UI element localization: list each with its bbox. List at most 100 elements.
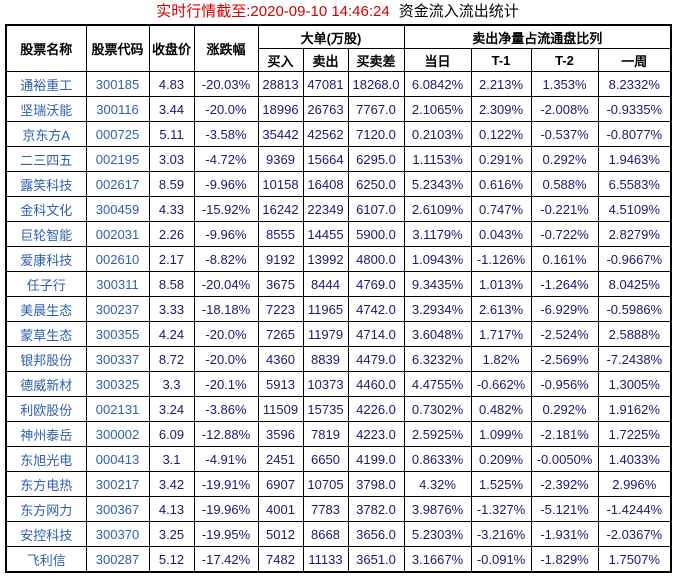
header-change-pct: 涨跌幅: [193, 24, 259, 72]
header-buy-sell-diff: 买卖差: [347, 48, 405, 72]
cell-day: 4.32%: [403, 471, 472, 497]
cell-change-pct: -15.92%: [193, 196, 259, 222]
cell-sell: 7819: [302, 421, 349, 447]
cell-week: 8.2332%: [597, 71, 672, 97]
cell-change-pct: -20.04%: [193, 271, 259, 297]
cell-stock-name: 任子行: [5, 271, 87, 297]
cell-stock-code: 300355: [85, 321, 150, 347]
header-row-groups: 股票名称 股票代码 收盘价 涨跌幅 大单(万股) 卖出净量占流通盘比列: [5, 24, 672, 72]
cell-week: 1.9162%: [597, 396, 672, 422]
cell-change-pct: -3.86%: [193, 396, 259, 422]
cell-buy: 7265: [257, 321, 304, 347]
cell-buy: 35442: [257, 121, 304, 147]
cell-buy-sell-diff: 7767.0: [347, 96, 405, 122]
page-title: 实时行情截至:2020-09-10 14:46:24 资金流入流出统计: [0, 0, 675, 24]
cell-buy: 3675: [257, 271, 304, 297]
cell-t2: -5.121%: [530, 496, 599, 522]
cell-buy-sell-diff: 6295.0: [347, 146, 405, 172]
cell-buy: 4001: [257, 496, 304, 522]
cell-day: 0.2103%: [403, 121, 472, 147]
cell-close-price: 2.17: [148, 246, 195, 272]
cell-change-pct: -20.0%: [193, 96, 259, 122]
cell-change-pct: -9.96%: [193, 221, 259, 247]
cell-stock-name: 利欧股份: [5, 396, 87, 422]
table-row: 东旭光电 000413 3.1 -4.91% 2451 6650 4199.0 0.8633%…: [5, 446, 672, 472]
cell-change-pct: -17.42%: [193, 546, 259, 573]
cell-sell: 11965: [302, 296, 349, 322]
table-row: 巨轮智能 002031 2.26 -9.96% 8555 14455 5900.0 3.117…: [5, 221, 672, 247]
cell-week: 1.7225%: [597, 421, 672, 447]
cell-t1: -1.327%: [470, 496, 532, 522]
cell-sell: 13992: [302, 246, 349, 272]
cell-sell: 7783: [302, 496, 349, 522]
cell-close-price: 6.09: [148, 421, 195, 447]
cell-buy: 7482: [257, 546, 304, 573]
cell-t2: -2.524%: [530, 321, 599, 347]
cell-sell: 22349: [302, 196, 349, 222]
cell-change-pct: -20.0%: [193, 346, 259, 372]
cell-buy: 5913: [257, 371, 304, 397]
cell-week: 6.5583%: [597, 171, 672, 197]
cell-close-price: 5.11: [148, 121, 195, 147]
cell-sell: 10373: [302, 371, 349, 397]
table-row: 二三四五 002195 3.03 -4.72% 9369 15664 6295.0 1.115…: [5, 146, 672, 172]
cell-week: -0.9335%: [597, 96, 672, 122]
header-close-price: 收盘价: [148, 24, 195, 72]
cell-stock-code: 000413: [85, 446, 150, 472]
cell-stock-code: 000725: [85, 121, 150, 147]
header-net-sell-ratio-group: 卖出净量占流通盘比列: [403, 24, 672, 49]
cell-t1: 1.525%: [470, 471, 532, 497]
cell-day: 1.1153%: [403, 146, 472, 172]
cell-change-pct: -18.18%: [193, 296, 259, 322]
cell-close-price: 8.72: [148, 346, 195, 372]
cell-close-price: 5.12: [148, 546, 195, 573]
cell-stock-code: 002131: [85, 396, 150, 422]
cell-day: 3.2934%: [403, 296, 472, 322]
table-row: 坚瑞沃能 300116 3.44 -20.0% 18996 26763 7767.0 2.10…: [5, 96, 672, 122]
cell-day: 6.3232%: [403, 346, 472, 372]
cell-sell: 11979: [302, 321, 349, 347]
cell-buy-sell-diff: 4800.0: [347, 246, 405, 272]
cell-change-pct: -3.58%: [193, 121, 259, 147]
cell-change-pct: -20.03%: [193, 71, 259, 97]
cell-day: 6.0842%: [403, 71, 472, 97]
table-row: 银邦股份 300337 8.72 -20.0% 4360 8839 4479.0 6.3232…: [5, 346, 672, 372]
cell-stock-code: 300185: [85, 71, 150, 97]
cell-week: -0.5986%: [597, 296, 672, 322]
cell-stock-name: 坚瑞沃能: [5, 96, 87, 122]
table-header: 股票名称 股票代码 收盘价 涨跌幅 大单(万股) 卖出净量占流通盘比列 买入 卖…: [5, 24, 672, 72]
cell-day: 2.6109%: [403, 196, 472, 222]
cell-t1: -0.662%: [470, 371, 532, 397]
header-stock-name: 股票名称: [5, 24, 87, 72]
cell-buy: 28813: [257, 71, 304, 97]
table-row: 京东方A 000725 5.11 -3.58% 35442 42562 7120.0 0.21…: [5, 121, 672, 147]
cell-stock-code: 300337: [85, 346, 150, 372]
cell-t1: 2.213%: [470, 71, 532, 97]
cell-t1: 0.043%: [470, 221, 532, 247]
cell-sell: 15735: [302, 396, 349, 422]
cell-sell: 6650: [302, 446, 349, 472]
cell-t2: -0.537%: [530, 121, 599, 147]
cell-sell: 10705: [302, 471, 349, 497]
cell-buy: 7223: [257, 296, 304, 322]
cell-day: 5.2343%: [403, 171, 472, 197]
table-row: 利欧股份 002131 3.24 -3.86% 11509 15735 4226.0 0.73…: [5, 396, 672, 422]
cell-buy-sell-diff: 5900.0: [347, 221, 405, 247]
cell-close-price: 3.44: [148, 96, 195, 122]
cell-week: -1.4244%: [597, 496, 672, 522]
cell-sell: 11133: [302, 546, 349, 573]
cell-buy-sell-diff: 4714.0: [347, 321, 405, 347]
cell-sell: 47081: [302, 71, 349, 97]
header-row-subcolumns: 买入 卖出 买卖差 当日 T-1 T-2 一周: [6, 48, 672, 72]
cell-change-pct: -8.82%: [193, 246, 259, 272]
table-row: 蒙草生态 300355 4.24 -20.0% 7265 11979 4714.0 3.604…: [5, 321, 672, 347]
cell-close-price: 4.13: [148, 496, 195, 522]
cell-buy-sell-diff: 3656.0: [347, 521, 405, 547]
report-title: 资金流入流出统计: [398, 3, 519, 20]
cell-day: 0.8633%: [403, 446, 472, 472]
cell-day: 3.9876%: [403, 496, 472, 522]
header-day: 当日: [403, 48, 472, 72]
cell-buy-sell-diff: 4742.0: [347, 296, 405, 322]
header-buy: 买入: [257, 48, 304, 72]
cell-day: 3.6048%: [403, 321, 472, 347]
